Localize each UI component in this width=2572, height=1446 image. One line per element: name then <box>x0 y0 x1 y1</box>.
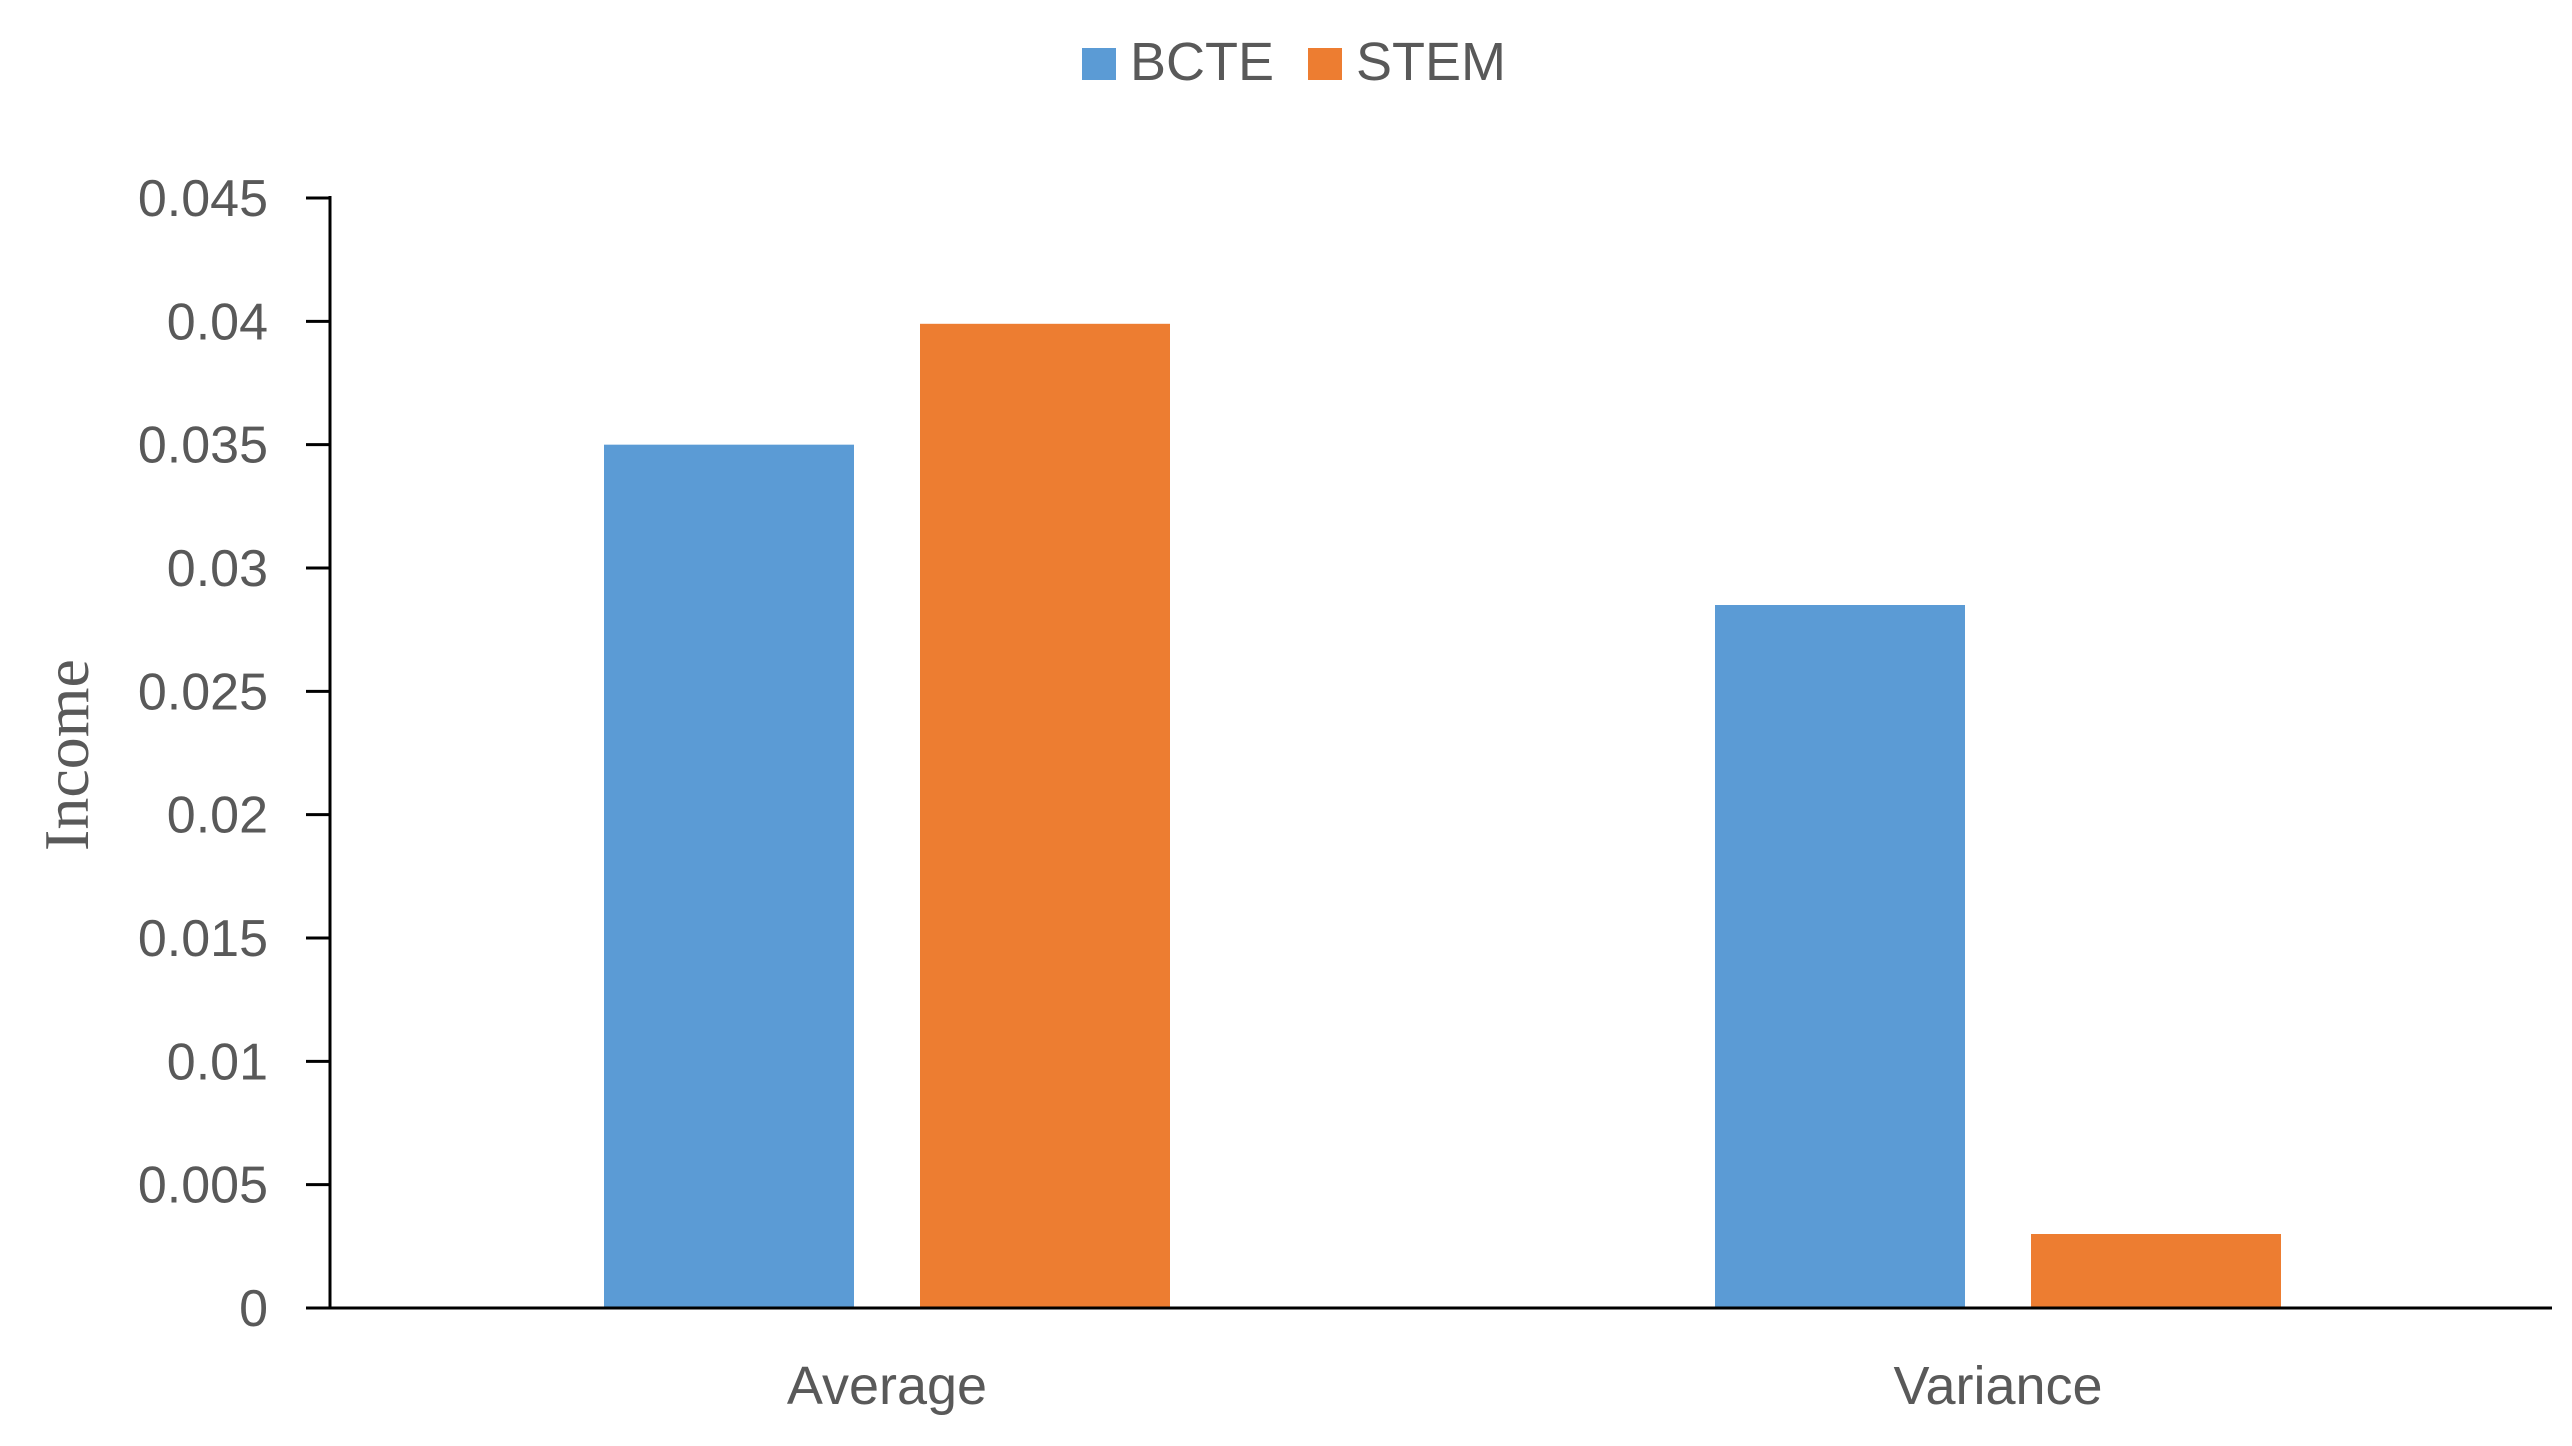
y-axis-title: Income <box>31 659 102 851</box>
x-category-label: Variance <box>1893 1356 2102 1416</box>
legend-swatch-bcte <box>1082 48 1116 80</box>
x-category-label: Average <box>787 1356 987 1416</box>
legend: BCTE STEM <box>1082 32 1506 92</box>
bar-bcte-variance <box>1715 605 1965 1308</box>
legend-label-bcte: BCTE <box>1130 32 1274 92</box>
y-tick-label: 0.045 <box>138 170 268 228</box>
bar-stem-variance <box>2031 1234 2281 1308</box>
bar-stem-average <box>920 323 1170 1308</box>
y-axis-ticks: 0 0.005 0.01 0.015 0.02 0.025 0.03 0.035 0.04 0.0… <box>138 170 330 1338</box>
category-labels: Average Variance <box>787 1356 2103 1416</box>
y-tick-label: 0.03 <box>167 540 268 598</box>
bar-bcte-average <box>604 444 854 1309</box>
y-tick-label: 0.035 <box>138 417 268 475</box>
y-tick-label: 0.005 <box>138 1157 268 1215</box>
y-tick-label: 0.025 <box>138 663 268 721</box>
y-tick-label: 0.01 <box>167 1033 268 1091</box>
y-tick-label: 0.015 <box>138 910 268 968</box>
legend-label-stem: STEM <box>1356 32 1506 92</box>
y-tick-label: 0.04 <box>167 293 268 351</box>
bars <box>604 323 2281 1309</box>
y-tick-label: 0 <box>239 1280 268 1338</box>
y-tick-label: 0.02 <box>167 787 268 845</box>
legend-swatch-stem <box>1308 48 1342 80</box>
axes <box>328 196 2552 1310</box>
